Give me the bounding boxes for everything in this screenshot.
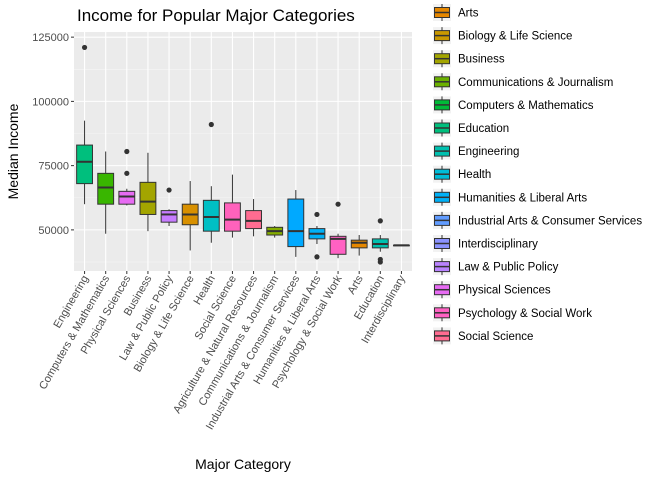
box-body <box>139 181 157 215</box>
legend-label: Engineering <box>458 146 519 158</box>
box-3 <box>139 152 157 232</box>
legend-item: Social Science <box>433 327 533 345</box>
box-body <box>350 239 368 249</box>
box-2 <box>118 148 136 206</box>
outlier-point <box>208 121 214 128</box>
box-13 <box>350 235 368 256</box>
legend-item: Communications & Journalism <box>433 73 613 91</box>
outlier-point <box>314 254 320 260</box>
box-body <box>224 202 241 232</box>
legend-item: Arts <box>433 4 479 21</box>
legend-label: Industrial Arts & Consumer Services <box>458 215 642 227</box>
legend-item: Psychology & Social Work <box>433 304 592 322</box>
legend-label: Social Science <box>458 331 533 343</box>
legend-item: Interdisciplinary <box>433 235 538 252</box>
legend-label: Business <box>458 54 505 66</box>
legend-item: Humanities & Liberal Arts <box>433 188 587 206</box>
box-1 <box>97 151 115 234</box>
legend-label: Law & Public Policy <box>458 262 559 274</box>
legend-label: Health <box>458 169 491 181</box>
box-14 <box>371 218 389 265</box>
legend-label: Arts <box>458 8 479 20</box>
box-11 <box>308 211 326 260</box>
box-body <box>76 144 93 185</box>
box-4 <box>160 187 178 227</box>
box-15 <box>393 244 410 247</box>
outlier-point <box>377 256 383 263</box>
legend-label: Education <box>458 123 509 135</box>
x-axis-title: Major Category <box>195 456 291 472</box>
box-body <box>287 198 305 248</box>
box-12 <box>329 201 347 259</box>
outlier-point <box>377 218 383 224</box>
legend-label: Computers & Mathematics <box>458 100 594 112</box>
y-tick-label: 125000 <box>32 32 69 44</box>
box-10 <box>287 190 305 257</box>
legend-item: Biology & Life Science <box>433 27 572 45</box>
chart-title: Income for Popular Major Categories <box>77 6 355 25</box>
legend-item: Education <box>433 119 509 137</box>
legend-item: Computers & Mathematics <box>433 96 594 114</box>
box-5 <box>181 181 199 251</box>
box-7 <box>224 174 241 238</box>
outlier-point <box>335 201 341 207</box>
box-body <box>118 190 136 205</box>
legend-label: Biology & Life Science <box>458 31 572 43</box>
plot-panel <box>74 32 412 271</box>
legend-item: Engineering <box>433 142 519 160</box>
outlier-point <box>166 187 172 193</box>
legend-item: Physical Sciences <box>433 281 551 299</box>
x-tick-label: Arts <box>346 273 366 296</box>
box-body <box>202 199 220 232</box>
legend-label: Interdisciplinary <box>458 239 538 251</box>
box-9 <box>266 226 284 238</box>
outlier-point <box>314 211 320 218</box>
legend-item: Industrial Arts & Consumer Services <box>433 211 642 229</box>
outlier-point <box>124 170 130 176</box>
box-0 <box>76 44 93 205</box>
outlier-point <box>81 44 88 51</box>
y-axis: 50000 75000 100000 125000 <box>32 32 74 237</box>
box-series <box>76 44 410 265</box>
box-body <box>97 172 115 205</box>
y-axis-title: Median Income <box>5 103 21 199</box>
legend-label: Psychology & Social Work <box>458 308 592 320</box>
y-tick-label: 50000 <box>38 225 69 237</box>
legend-item: Business <box>433 50 505 68</box>
box-8 <box>245 199 262 237</box>
y-tick-label: 100000 <box>32 96 69 108</box>
box-body <box>245 210 262 230</box>
box-6 <box>202 121 220 243</box>
legend-item: Health <box>433 165 491 183</box>
legend-label: Humanities & Liberal Arts <box>458 192 587 204</box>
legend-item: Law & Public Policy <box>433 258 559 276</box>
y-tick-label: 75000 <box>38 161 69 173</box>
box-body <box>160 210 178 223</box>
box-body <box>329 235 347 255</box>
legend-label: Physical Sciences <box>458 285 551 297</box>
outlier-point <box>124 148 130 155</box>
legend: Arts Biology & Life Science Business Commun… <box>433 4 642 345</box>
legend-label: Communications & Journalism <box>458 77 613 89</box>
